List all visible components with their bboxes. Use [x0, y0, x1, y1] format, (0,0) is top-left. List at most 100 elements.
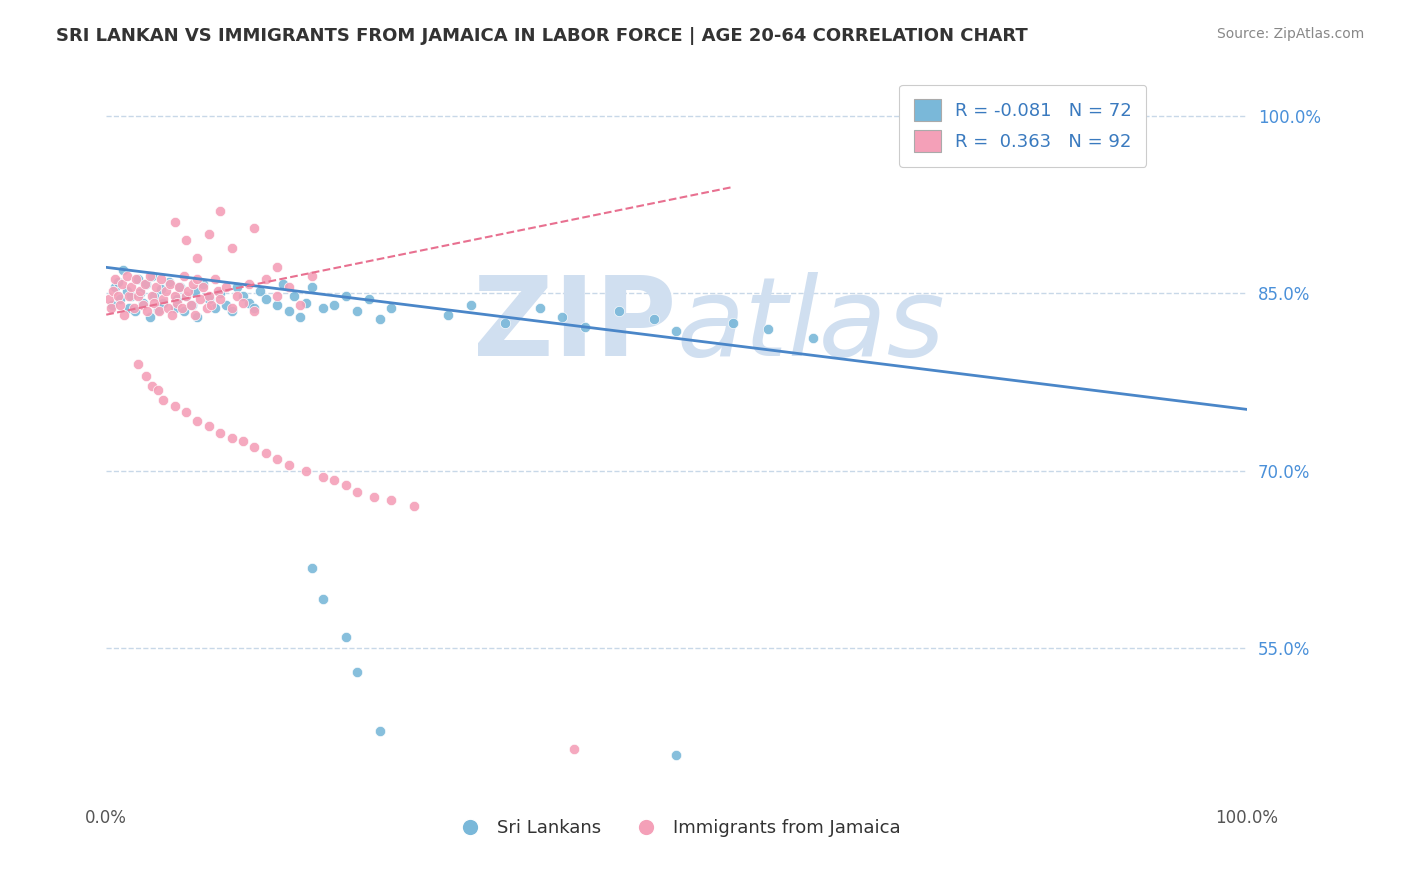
Point: [152, 392, 174, 407]
Point: [118, 289, 141, 303]
Point: [120, 289, 142, 303]
Point: [127, 272, 149, 286]
Point: [238, 296, 260, 310]
Point: [100, 301, 122, 315]
Point: [193, 277, 215, 291]
Point: [198, 289, 221, 303]
Point: [132, 296, 155, 310]
Point: [184, 284, 207, 298]
Point: [132, 298, 155, 312]
Point: [209, 293, 232, 307]
Point: [104, 272, 127, 286]
Point: [149, 282, 172, 296]
Point: [271, 277, 294, 291]
Point: [145, 280, 167, 294]
Point: [301, 280, 323, 294]
Point: [181, 277, 204, 291]
Point: [200, 298, 222, 312]
Point: [104, 280, 127, 294]
Point: [186, 272, 208, 286]
Text: ZIP: ZIP: [472, 272, 676, 379]
Point: [135, 369, 157, 384]
Point: [335, 630, 357, 644]
Point: [221, 431, 243, 445]
Point: [312, 301, 335, 315]
Point: [186, 310, 208, 324]
Point: [180, 298, 202, 312]
Point: [188, 293, 211, 307]
Point: [115, 284, 138, 298]
Point: [134, 277, 156, 291]
Point: [209, 425, 232, 440]
Point: [232, 296, 254, 310]
Point: [156, 301, 179, 315]
Point: [173, 304, 195, 318]
Point: [266, 289, 288, 303]
Point: [226, 280, 249, 294]
Point: [243, 440, 266, 454]
Point: [169, 280, 191, 294]
Point: [152, 296, 174, 310]
Point: [460, 298, 482, 312]
Point: [108, 293, 131, 307]
Point: [277, 304, 299, 318]
Point: [346, 485, 368, 500]
Point: [226, 289, 249, 303]
Point: [380, 301, 402, 315]
Point: [166, 296, 188, 310]
Point: [294, 296, 316, 310]
Point: [266, 452, 288, 467]
Point: [163, 289, 186, 303]
Point: [254, 272, 277, 286]
Point: [148, 304, 170, 318]
Point: [111, 277, 134, 291]
Point: [551, 310, 574, 324]
Point: [609, 304, 631, 318]
Point: [221, 304, 243, 318]
Point: [198, 418, 221, 433]
Point: [155, 284, 177, 298]
Point: [146, 302, 169, 317]
Point: [312, 591, 335, 606]
Point: [643, 312, 665, 326]
Point: [346, 304, 368, 318]
Point: [266, 298, 288, 312]
Point: [159, 277, 181, 291]
Point: [141, 268, 163, 283]
Point: [243, 304, 266, 318]
Point: [166, 293, 188, 307]
Point: [122, 301, 145, 315]
Point: [127, 358, 149, 372]
Point: [323, 474, 346, 488]
Point: [243, 301, 266, 315]
Point: [186, 414, 208, 428]
Point: [801, 331, 824, 345]
Point: [323, 298, 346, 312]
Point: [180, 298, 202, 312]
Point: [173, 268, 195, 283]
Point: [125, 272, 148, 286]
Point: [335, 478, 357, 492]
Point: [108, 298, 131, 312]
Text: Source: ZipAtlas.com: Source: ZipAtlas.com: [1216, 27, 1364, 41]
Point: [163, 301, 186, 315]
Point: [163, 215, 186, 229]
Point: [163, 399, 186, 413]
Point: [162, 308, 184, 322]
Point: [277, 458, 299, 472]
Point: [112, 262, 135, 277]
Point: [118, 301, 141, 315]
Point: [335, 289, 357, 303]
Point: [198, 227, 221, 242]
Point: [115, 268, 138, 283]
Point: [254, 293, 277, 307]
Point: [357, 293, 380, 307]
Point: [129, 286, 152, 301]
Point: [97, 293, 120, 307]
Point: [437, 308, 460, 322]
Point: [294, 464, 316, 478]
Point: [574, 319, 596, 334]
Point: [232, 434, 254, 449]
Point: [170, 301, 193, 315]
Point: [215, 280, 238, 294]
